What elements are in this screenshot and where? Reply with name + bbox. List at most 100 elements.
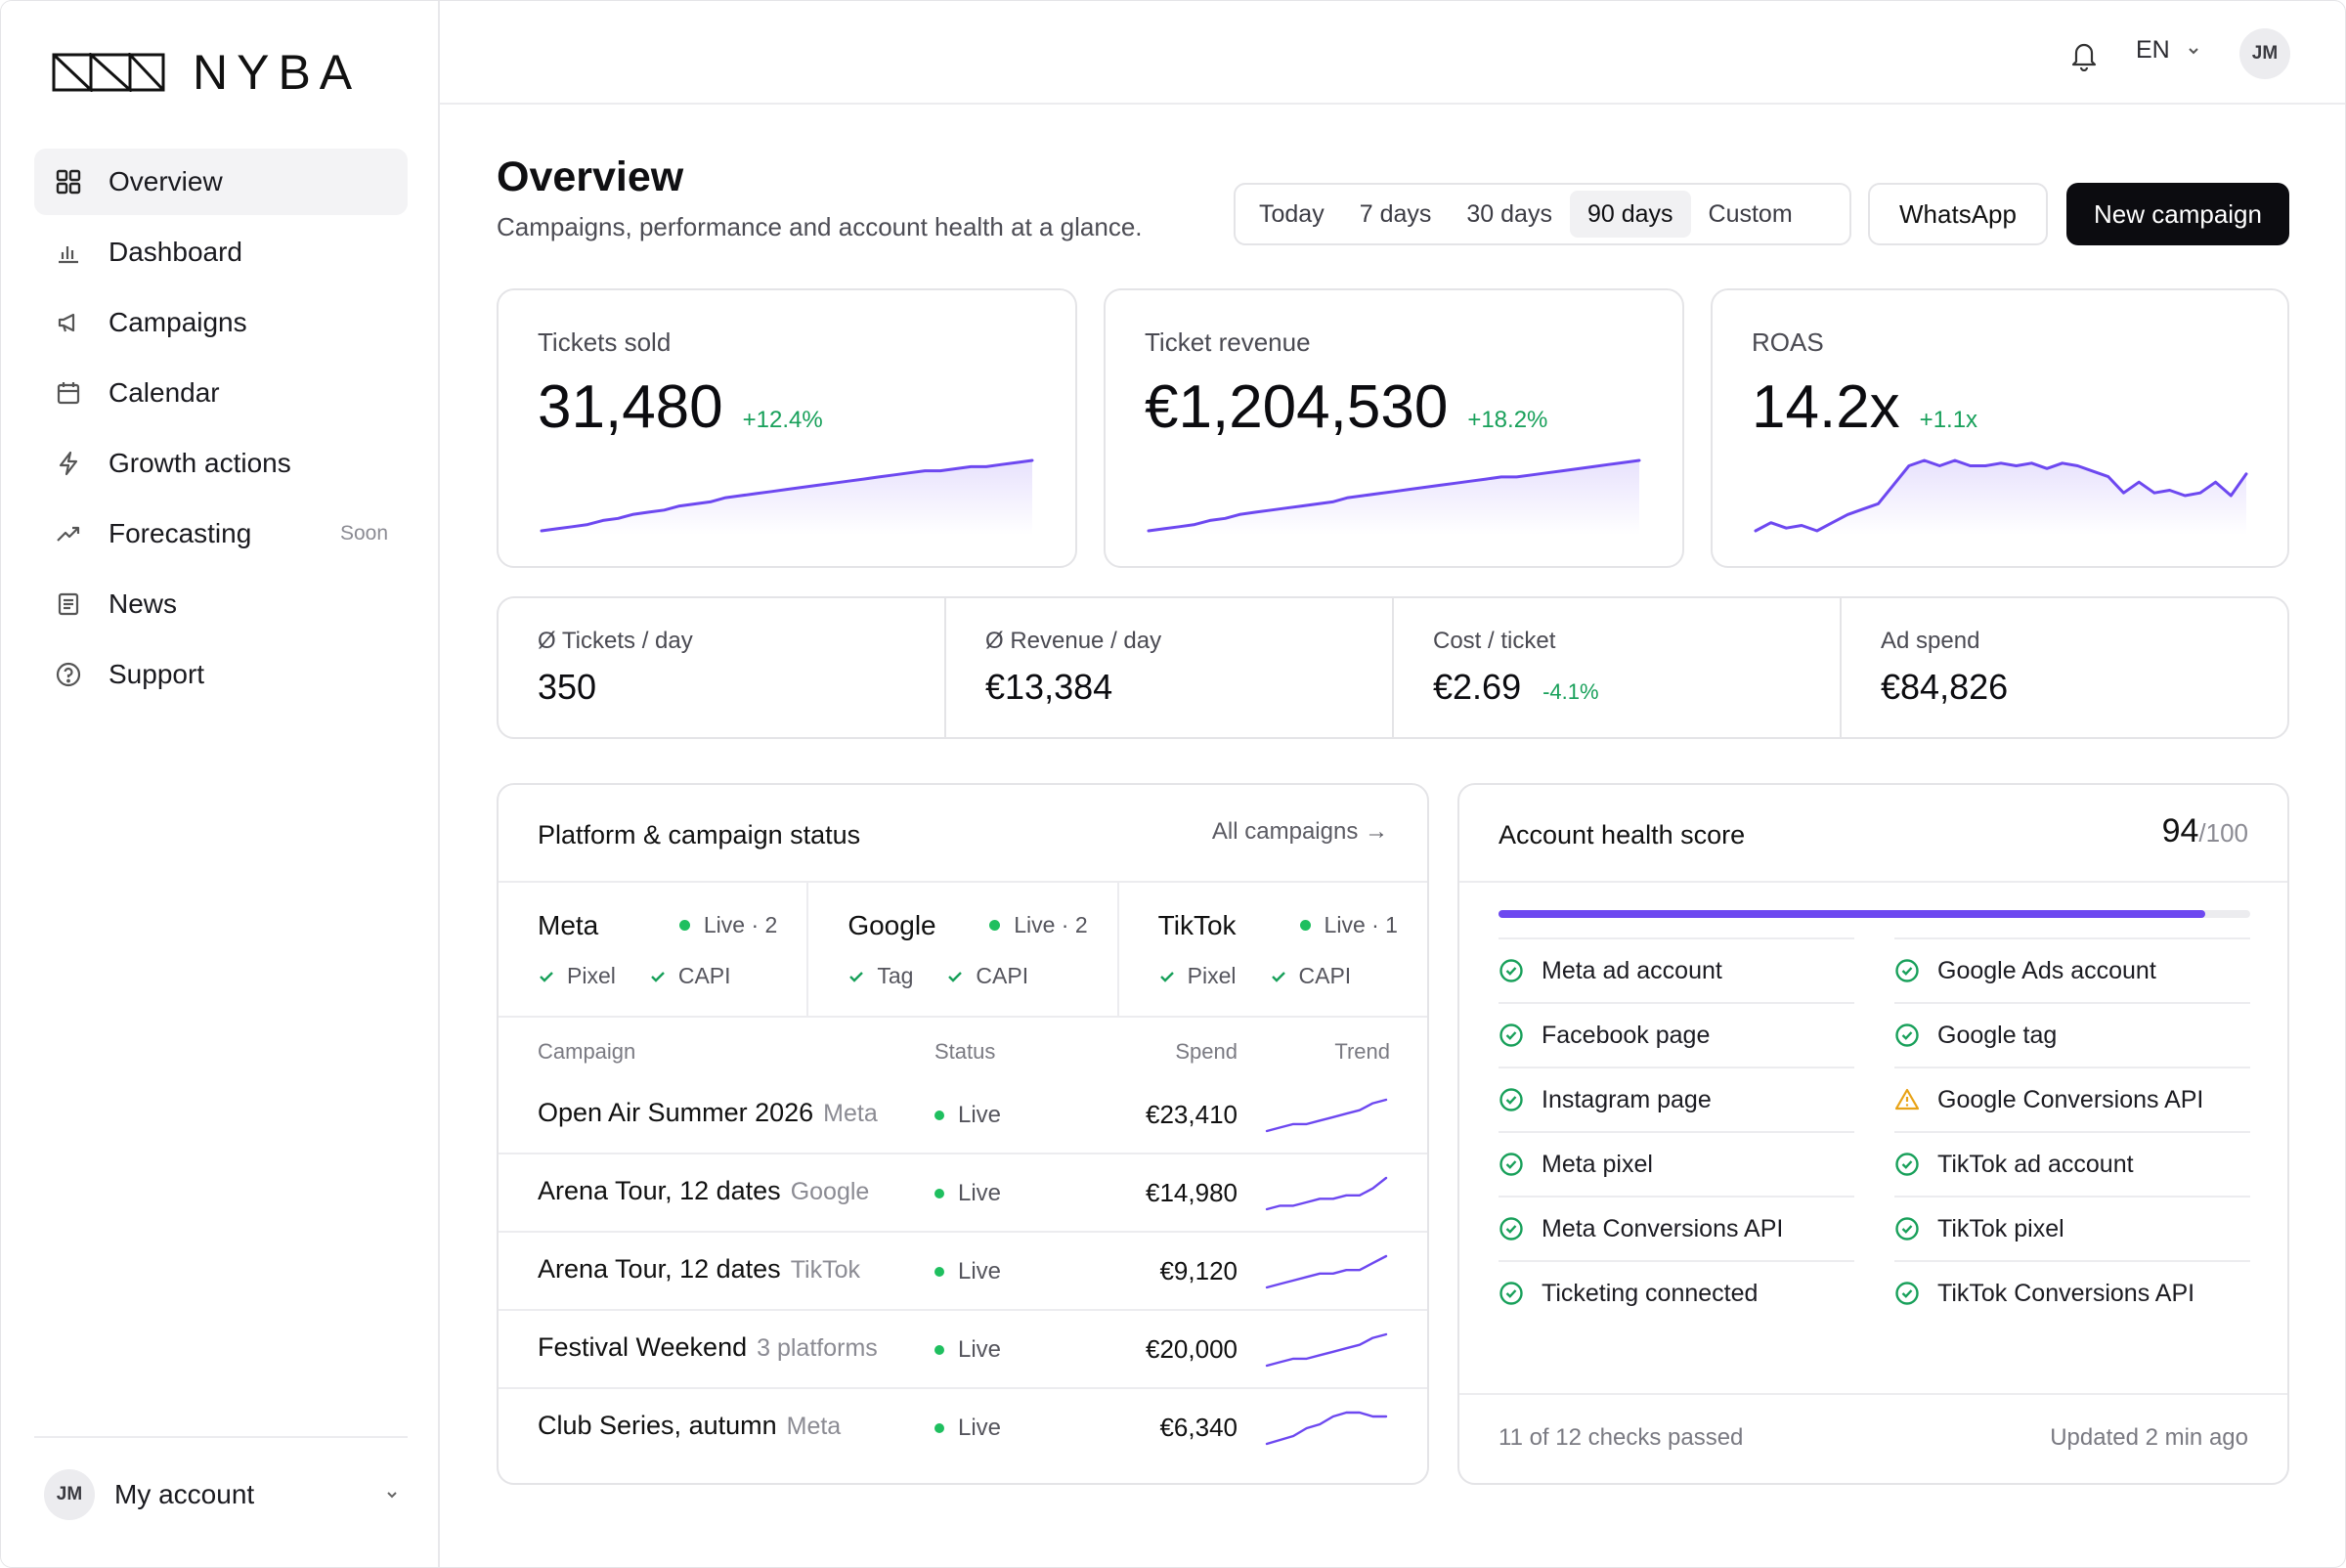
sidebar-item-label: Forecasting — [109, 518, 252, 548]
divider — [499, 881, 1427, 883]
check-circle-icon — [1895, 959, 1919, 982]
lightning-icon — [54, 449, 83, 478]
platform-tiktok[interactable]: TikTok Live · 1 Pixel CAPI — [1119, 883, 1427, 1016]
campaign-spend: €6,340 — [1159, 1413, 1238, 1442]
sidebar-item-campaigns[interactable]: Campaigns — [34, 289, 408, 356]
kpi-delta: +18.2% — [1467, 407, 1548, 433]
sidebar-item-growth-actions[interactable]: Growth actions — [34, 430, 408, 497]
sidebar-item-forecasting[interactable]: Forecasting Soon — [34, 501, 408, 567]
check-circle-icon — [1499, 1153, 1523, 1176]
campaign-status: Live — [934, 1336, 1001, 1364]
health-score-value: 94 — [2161, 812, 2199, 849]
campaign-name-cell: Festival Weekend 3 platforms — [538, 1332, 878, 1363]
table-row[interactable]: Open Air Summer 2026 Meta Live €23,410 — [499, 1076, 1427, 1154]
table-row[interactable]: Club Series, autumn Meta Live €6,340 — [499, 1389, 1427, 1467]
stat-delta: -4.1% — [1542, 679, 1599, 704]
table-row[interactable]: Arena Tour, 12 dates Google Live €14,980 — [499, 1154, 1427, 1233]
sidebar-item-dashboard[interactable]: Dashboard — [34, 219, 408, 285]
check-circle-icon — [1895, 1217, 1919, 1241]
all-campaigns-link[interactable]: All campaigns → — [1211, 818, 1388, 845]
campaign-name: Arena Tour, 12 dates — [538, 1254, 781, 1284]
campaign-platform: Meta — [786, 1413, 842, 1440]
check-circle-icon — [1499, 959, 1523, 982]
range-today[interactable]: Today — [1259, 199, 1325, 228]
health-checks-column: Meta ad account Facebook page Instagram pa… — [1499, 937, 1854, 1325]
health-progress-bar — [1499, 910, 2250, 918]
divider — [1459, 1393, 2287, 1395]
campaign-name: Club Series, autumn — [538, 1411, 777, 1440]
campaign-name-cell: Open Air Summer 2026 Meta — [538, 1098, 878, 1128]
sparkline-line — [1147, 458, 1641, 533]
campaign-name-cell: Arena Tour, 12 dates Google — [538, 1176, 869, 1206]
sparkline-chart — [1754, 458, 2248, 535]
chevron-down-icon — [387, 1492, 397, 1499]
health-check-label: Meta Conversions API — [1542, 1214, 1784, 1242]
range-30-days[interactable]: 30 days — [1466, 199, 1552, 228]
sidebar-item-news[interactable]: News — [34, 571, 408, 637]
check-circle-icon — [1895, 1153, 1919, 1176]
bell-icon[interactable] — [2069, 38, 2099, 71]
health-check-label: Meta pixel — [1542, 1150, 1653, 1178]
range-7-days[interactable]: 7 days — [1359, 199, 1432, 228]
health-check-item: Google Ads account — [1894, 937, 2250, 1002]
check-icon — [540, 971, 553, 982]
column-header-trend: Trend — [1334, 1039, 1390, 1064]
platform-meta[interactable]: Meta Live · 2 Pixel CAPI — [499, 883, 809, 1016]
check-item: CAPI — [946, 963, 1028, 989]
range-90-days[interactable]: 90 days — [1569, 191, 1691, 238]
sidebar-item-label: Calendar — [109, 377, 220, 408]
platform-status-text: Live · 2 — [1014, 912, 1088, 937]
check-item: Pixel — [1158, 963, 1237, 989]
avatar: JM — [44, 1469, 95, 1520]
new-campaign-button[interactable]: New campaign — [2066, 183, 2289, 245]
kpi-label: Tickets sold — [538, 327, 672, 357]
trend-sparkline — [1265, 1411, 1388, 1446]
health-check-item: Instagram page — [1499, 1067, 1854, 1131]
sidebar-item-support[interactable]: Support — [34, 641, 408, 708]
stat-value-row: €2.69 -4.1% — [1433, 667, 1599, 708]
divider — [1459, 881, 2287, 883]
live-dot — [934, 1423, 944, 1433]
help-circle-icon — [54, 660, 83, 689]
account-menu[interactable]: JM My account — [44, 1469, 408, 1520]
platform-google[interactable]: Google Live · 2 Tag CAPI — [808, 883, 1119, 1016]
health-check-label: TikTok ad account — [1937, 1150, 2134, 1178]
campaign-name-cell: Club Series, autumn Meta — [538, 1411, 841, 1441]
table-row[interactable]: Arena Tour, 12 dates TikTok Live €9,120 — [499, 1233, 1427, 1311]
kpi-value: €1,204,530 — [1145, 373, 1449, 441]
whatsapp-button[interactable]: WhatsApp — [1868, 183, 2048, 245]
check-item: CAPI — [649, 963, 731, 989]
campaign-status: Live — [934, 1102, 1001, 1129]
campaign-status-text: Live — [958, 1180, 1002, 1206]
table-row[interactable]: Festival Weekend 3 platforms Live €20,000 — [499, 1311, 1427, 1389]
account-label: My account — [114, 1479, 255, 1509]
trend-sparkline — [1265, 1098, 1388, 1133]
user-avatar[interactable]: JM — [2239, 28, 2290, 79]
stats-row: Ø Tickets / day 350 Ø Revenue / day €13,… — [497, 596, 2289, 739]
live-dot — [934, 1111, 944, 1120]
sidebar-item-calendar[interactable]: Calendar — [34, 360, 408, 426]
stat-label: Ø Tickets / day — [538, 628, 693, 654]
page-subtitle: Campaigns, performance and account healt… — [497, 212, 1143, 241]
campaign-status: Live — [934, 1415, 1001, 1442]
sidebar-item-overview[interactable]: Overview — [34, 149, 408, 215]
kpi-card-ticket-revenue[interactable]: Ticket revenue €1,204,530 +18.2% — [1104, 288, 1684, 568]
language-selector[interactable]: EN — [2136, 36, 2201, 65]
live-dot — [934, 1267, 944, 1277]
health-check-label: Google Conversions API — [1937, 1085, 2204, 1113]
range-custom[interactable]: Custom — [1708, 199, 1793, 228]
sidebar-item-label: Support — [109, 659, 205, 689]
campaign-spend: €9,120 — [1159, 1256, 1238, 1285]
health-check-item: Meta Conversions API — [1499, 1196, 1854, 1260]
campaign-name: Open Air Summer 2026 — [538, 1098, 814, 1127]
health-check-label: Meta ad account — [1542, 956, 1722, 984]
kpi-value-row: €1,204,530 +18.2% — [1145, 372, 1547, 442]
kpi-card-tickets-sold[interactable]: Tickets sold 31,480 +12.4% — [497, 288, 1077, 568]
campaign-platform: TikTok — [790, 1256, 860, 1284]
brand-logo[interactable]: NYBA — [52, 48, 361, 97]
stat-ad-spend: Ad spend €84,826 — [1842, 598, 2287, 737]
platform-status-text: Live · 2 — [703, 912, 778, 937]
check-label: Tag — [877, 963, 914, 988]
trend-sparkline — [1265, 1254, 1388, 1289]
kpi-card-roas[interactable]: ROAS 14.2x +1.1x — [1711, 288, 2289, 568]
